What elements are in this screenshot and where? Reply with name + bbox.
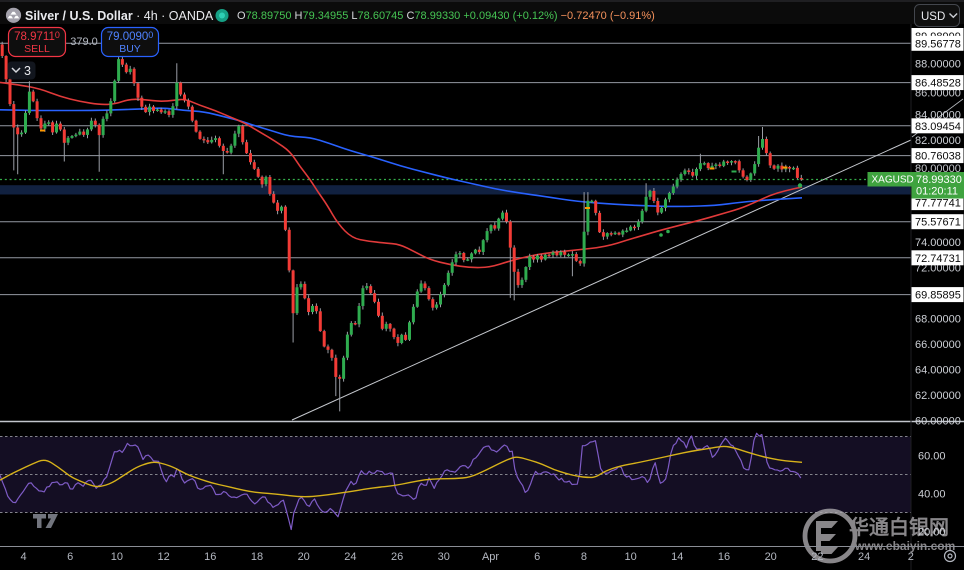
svg-text:83.09454: 83.09454: [915, 121, 961, 133]
svg-text:75.57671: 75.57671: [915, 217, 961, 229]
svg-text:18: 18: [251, 551, 263, 563]
svg-text:74.00000: 74.00000: [915, 237, 961, 249]
svg-text:12: 12: [157, 551, 169, 563]
svg-text:2: 2: [908, 551, 914, 563]
svg-text:86.00000: 86.00000: [915, 87, 961, 99]
svg-text:78.97110: 78.97110: [14, 30, 60, 43]
svg-text:69.85895: 69.85895: [915, 290, 961, 302]
svg-text:华通白银网: 华通白银网: [849, 515, 949, 539]
svg-text:8: 8: [581, 551, 587, 563]
svg-text:78.99330: 78.99330: [916, 174, 962, 186]
svg-text:6: 6: [67, 551, 73, 563]
svg-text:72.74731: 72.74731: [915, 253, 961, 265]
svg-text:3: 3: [24, 64, 31, 78]
svg-text:Silver / U.S. Dollar · 4h · OA: Silver / U.S. Dollar · 4h · OANDA: [25, 9, 214, 23]
svg-text:14: 14: [671, 551, 683, 563]
svg-text:60.00: 60.00: [918, 451, 946, 463]
svg-text:16: 16: [204, 551, 216, 563]
svg-text:77.77741: 77.77741: [915, 198, 961, 210]
svg-text:62.00000: 62.00000: [915, 390, 961, 402]
svg-text:66.00000: 66.00000: [915, 339, 961, 351]
svg-text:40.00: 40.00: [918, 489, 946, 501]
svg-text:22: 22: [811, 551, 823, 563]
svg-text:379.0: 379.0: [70, 36, 98, 48]
svg-text:XAGUSD: XAGUSD: [872, 175, 914, 186]
svg-text:64.00000: 64.00000: [915, 364, 961, 376]
svg-text:68.00000: 68.00000: [915, 313, 961, 325]
svg-text:10: 10: [111, 551, 123, 563]
svg-text:6: 6: [534, 551, 540, 563]
svg-text:86.48528: 86.48528: [915, 78, 961, 90]
svg-text:O78.89750 H79.34955 L78.60745: O78.89750 H79.34955 L78.60745 C78.99330 …: [237, 10, 655, 22]
svg-text:4: 4: [20, 551, 26, 563]
svg-text:26: 26: [391, 551, 403, 563]
svg-text:79.00900: 79.00900: [107, 30, 154, 43]
svg-text:SELL: SELL: [24, 43, 50, 55]
svg-text:16: 16: [718, 551, 730, 563]
svg-text:24: 24: [344, 551, 356, 563]
svg-text:82.00000: 82.00000: [915, 135, 961, 147]
svg-text:20: 20: [765, 551, 777, 563]
svg-text:Apr: Apr: [482, 551, 499, 563]
svg-text:20.00: 20.00: [918, 527, 946, 539]
svg-text:USD: USD: [921, 11, 945, 23]
svg-text:30: 30: [438, 551, 450, 563]
svg-text:80.76038: 80.76038: [915, 151, 961, 163]
svg-text:20: 20: [298, 551, 310, 563]
svg-text:01:20:11: 01:20:11: [916, 186, 958, 198]
svg-text:BUY: BUY: [119, 43, 141, 55]
svg-text:89.56778: 89.56778: [915, 38, 961, 50]
svg-text:88.00000: 88.00000: [915, 58, 961, 70]
svg-text:24: 24: [858, 551, 870, 563]
svg-text:10: 10: [624, 551, 636, 563]
svg-text:60.00000: 60.00000: [915, 415, 961, 427]
